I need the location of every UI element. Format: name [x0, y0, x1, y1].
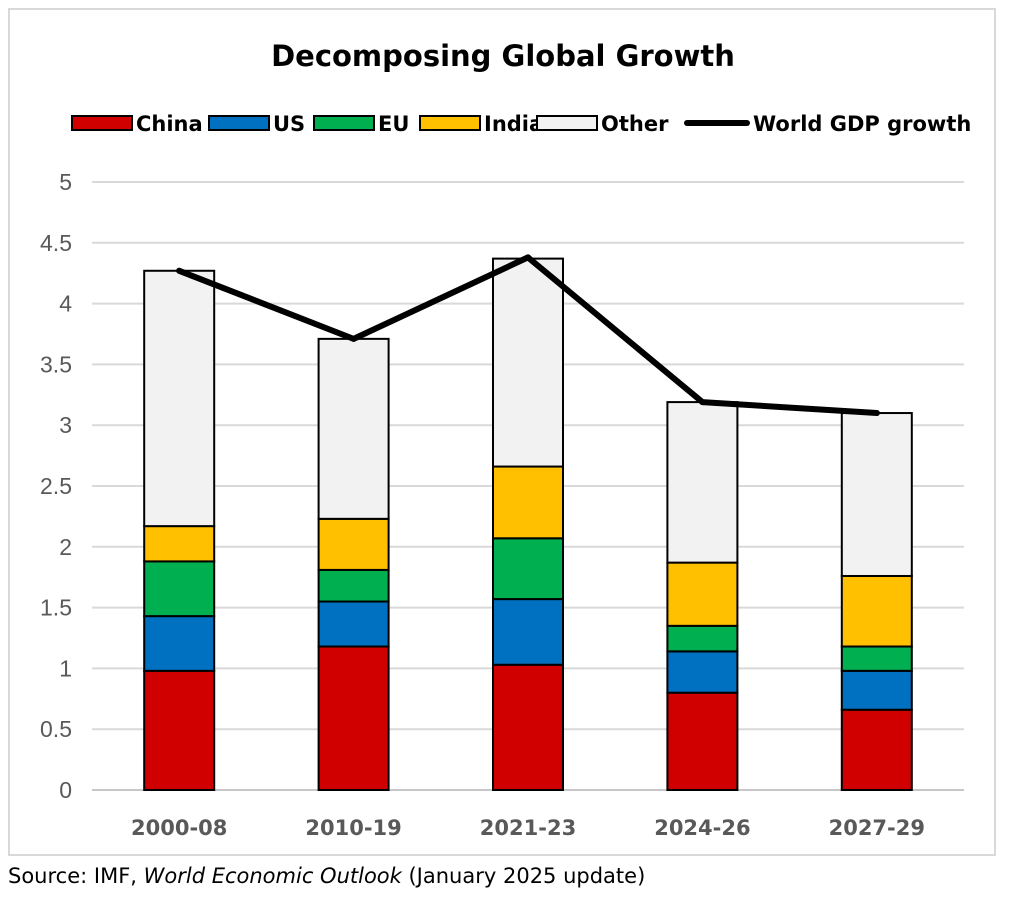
bar-segment-us — [317, 600, 390, 648]
bar-segment-other — [666, 401, 739, 564]
bar-segment-china — [666, 691, 739, 791]
y-tick-label: 5 — [59, 169, 72, 195]
y-tick-label: 2 — [59, 534, 72, 560]
legend-label: Other — [601, 112, 669, 136]
legend-swatch-china — [71, 115, 133, 131]
bar-stack-2000-08 — [143, 269, 216, 791]
chart-frame: Decomposing Global Growth China US EU India… — [8, 8, 996, 856]
legend-swatch-eu — [313, 115, 375, 131]
x-axis-ticks: 2000-08 2010-19 2021-23 2024-26 2027-29 — [131, 816, 925, 840]
bar-segment-other — [492, 257, 564, 468]
bar-segment-us — [666, 650, 739, 694]
bar-segment-eu — [840, 645, 913, 672]
bar-segment-india — [317, 517, 390, 571]
bar-segment-india — [840, 574, 913, 648]
y-tick-label: 4 — [59, 291, 72, 317]
bar-segment-china — [317, 645, 390, 792]
world-gdp-growth-point — [350, 335, 357, 342]
x-tick-label: 2024-26 — [654, 816, 750, 840]
x-tick-label: 2010-19 — [305, 816, 401, 840]
bar-segment-china — [492, 663, 564, 792]
bar-segment-us — [143, 615, 216, 672]
bar-stack-2021-23 — [492, 257, 564, 792]
bar-segment-other — [317, 337, 390, 520]
bar-segment-eu — [666, 624, 739, 653]
bar-stack-2010-19 — [317, 337, 390, 792]
legend-item-us: US — [208, 112, 305, 136]
bar-segment-india — [666, 561, 739, 627]
source-suffix: (January 2025 update) — [401, 864, 646, 888]
bar-stack-2024-26 — [666, 401, 739, 791]
world-gdp-growth-point — [176, 267, 183, 274]
source-publication: World Economic Outlook — [143, 864, 402, 888]
world-gdp-growth-point — [525, 254, 531, 261]
bar-segment-other — [143, 269, 216, 528]
source-note: Source: IMF, World Economic Outlook (Jan… — [8, 864, 645, 888]
y-tick-label: 0.5 — [40, 716, 72, 742]
legend-item-other: Other — [536, 112, 669, 136]
legend-item-china: China — [71, 112, 203, 136]
legend: China US EU India Other World GDP growth — [71, 112, 971, 136]
bars — [143, 257, 913, 792]
chart-title: Decomposing Global Growth — [271, 39, 735, 73]
bar-segment-china — [840, 708, 913, 792]
world-gdp-growth-point — [873, 410, 880, 417]
y-tick-label: 0 — [59, 777, 72, 803]
bar-segment-eu — [143, 560, 216, 618]
legend-swatch-us — [208, 115, 270, 131]
y-tick-label: 1.5 — [40, 595, 72, 621]
y-tick-label: 4.5 — [40, 230, 72, 256]
bar-segment-india — [492, 465, 564, 540]
world-gdp-growth-point — [699, 399, 706, 406]
legend-item-world-gdp-growth: World GDP growth — [684, 112, 971, 136]
legend-label: India — [484, 112, 543, 136]
y-axis-ticks: 0 0.5 1 1.5 2 2.5 3 3.5 4 4.5 5 — [40, 169, 72, 803]
bar-segment-china — [143, 669, 216, 791]
y-tick-label: 1 — [59, 655, 72, 681]
bar-segment-india — [143, 525, 216, 563]
chart-svg: Decomposing Global Growth China US EU India… — [40, 39, 971, 840]
legend-swatch-india — [419, 115, 481, 131]
bar-segment-eu — [317, 568, 390, 603]
legend-item-eu: EU — [313, 112, 409, 136]
bar-segment-eu — [492, 537, 564, 601]
x-tick-label: 2000-08 — [131, 816, 227, 840]
legend-label: World GDP growth — [753, 112, 971, 136]
bar-segment-us — [492, 598, 564, 666]
legend-swatch-other — [536, 115, 598, 131]
bar-stack-2027-29 — [840, 412, 913, 792]
y-tick-label: 3.5 — [40, 351, 72, 377]
x-tick-label: 2021-23 — [480, 816, 576, 840]
bar-segment-us — [840, 669, 913, 711]
world-gdp-line-layer — [176, 254, 880, 417]
legend-item-india: India — [419, 112, 543, 136]
y-tick-label: 3 — [59, 412, 72, 438]
legend-label: China — [136, 112, 203, 136]
y-tick-label: 2.5 — [40, 473, 72, 499]
legend-label: EU — [378, 112, 409, 136]
source-prefix: Source: IMF, — [8, 864, 144, 888]
legend-label: US — [273, 112, 305, 136]
bar-segment-other — [840, 412, 913, 577]
x-tick-label: 2027-29 — [829, 816, 925, 840]
